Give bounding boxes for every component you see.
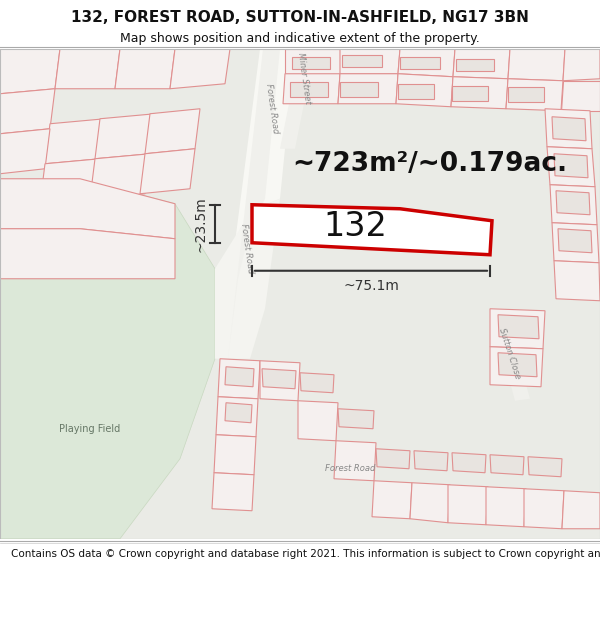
Polygon shape (292, 57, 330, 69)
Polygon shape (490, 309, 545, 349)
Polygon shape (338, 74, 398, 104)
Polygon shape (334, 441, 376, 481)
Polygon shape (290, 82, 328, 97)
Polygon shape (396, 74, 453, 107)
Polygon shape (528, 457, 562, 477)
Polygon shape (145, 109, 200, 154)
Polygon shape (490, 455, 524, 475)
Polygon shape (170, 49, 230, 89)
Polygon shape (452, 452, 486, 472)
Polygon shape (55, 49, 120, 89)
Polygon shape (340, 49, 400, 74)
Text: Contains OS data © Crown copyright and database right 2021. This information is : Contains OS data © Crown copyright and d… (11, 549, 600, 559)
Polygon shape (554, 261, 600, 301)
Polygon shape (490, 309, 530, 401)
Polygon shape (225, 402, 252, 422)
Polygon shape (552, 222, 599, 262)
Polygon shape (280, 49, 315, 149)
Polygon shape (140, 149, 195, 194)
Polygon shape (372, 481, 412, 519)
Polygon shape (453, 49, 510, 79)
Text: ~723m²/~0.179ac.: ~723m²/~0.179ac. (292, 151, 568, 177)
Polygon shape (545, 109, 592, 149)
Polygon shape (400, 57, 440, 69)
Polygon shape (220, 49, 295, 359)
Polygon shape (456, 59, 494, 71)
Polygon shape (262, 369, 296, 389)
Polygon shape (0, 179, 175, 239)
Polygon shape (0, 229, 175, 279)
Polygon shape (298, 401, 338, 441)
Polygon shape (498, 315, 539, 339)
Polygon shape (225, 367, 254, 387)
Polygon shape (45, 119, 105, 164)
Polygon shape (212, 472, 254, 511)
Polygon shape (285, 49, 340, 74)
Polygon shape (508, 87, 544, 102)
Text: Map shows position and indicative extent of the property.: Map shows position and indicative extent… (120, 32, 480, 45)
Polygon shape (95, 114, 155, 159)
Polygon shape (410, 482, 450, 522)
Polygon shape (283, 74, 340, 104)
Polygon shape (0, 179, 215, 539)
Text: Playing Field: Playing Field (59, 424, 121, 434)
Text: 132, FOREST ROAD, SUTTON-IN-ASHFIELD, NG17 3BN: 132, FOREST ROAD, SUTTON-IN-ASHFIELD, NG… (71, 10, 529, 25)
Polygon shape (550, 185, 597, 225)
Polygon shape (228, 49, 280, 359)
Polygon shape (414, 451, 448, 471)
Polygon shape (252, 205, 492, 255)
Polygon shape (452, 86, 488, 101)
Text: Sutton Close: Sutton Close (497, 327, 523, 381)
Polygon shape (0, 49, 60, 94)
Polygon shape (340, 82, 378, 97)
Text: Forest Road: Forest Road (239, 223, 255, 274)
Polygon shape (215, 199, 280, 359)
Polygon shape (260, 361, 300, 401)
Polygon shape (508, 49, 565, 81)
Polygon shape (524, 489, 564, 529)
Polygon shape (562, 491, 600, 529)
Polygon shape (398, 49, 455, 77)
Text: Miner Street: Miner Street (296, 52, 312, 105)
Polygon shape (490, 347, 543, 387)
Polygon shape (376, 449, 410, 469)
Polygon shape (40, 159, 100, 204)
Polygon shape (554, 154, 588, 178)
Text: ~23.5m: ~23.5m (193, 196, 207, 252)
Polygon shape (338, 409, 374, 429)
Polygon shape (498, 352, 537, 377)
Text: Forest Road: Forest Road (264, 83, 280, 134)
Polygon shape (506, 79, 563, 111)
Polygon shape (0, 89, 55, 134)
Polygon shape (486, 487, 526, 527)
Text: Forest Road: Forest Road (325, 464, 375, 473)
Polygon shape (448, 485, 488, 525)
Polygon shape (398, 84, 434, 99)
Polygon shape (214, 435, 256, 475)
Polygon shape (216, 397, 258, 437)
Text: ~75.1m: ~75.1m (343, 279, 399, 292)
Polygon shape (218, 359, 260, 399)
Polygon shape (556, 191, 590, 215)
Polygon shape (552, 117, 586, 141)
Polygon shape (300, 372, 334, 392)
Polygon shape (451, 77, 508, 109)
Polygon shape (90, 154, 150, 199)
Polygon shape (558, 229, 592, 253)
Polygon shape (0, 129, 50, 174)
Polygon shape (342, 55, 382, 67)
Polygon shape (561, 81, 600, 111)
Polygon shape (115, 49, 175, 89)
Text: 132: 132 (323, 210, 387, 243)
Polygon shape (547, 147, 595, 187)
Polygon shape (563, 49, 600, 81)
